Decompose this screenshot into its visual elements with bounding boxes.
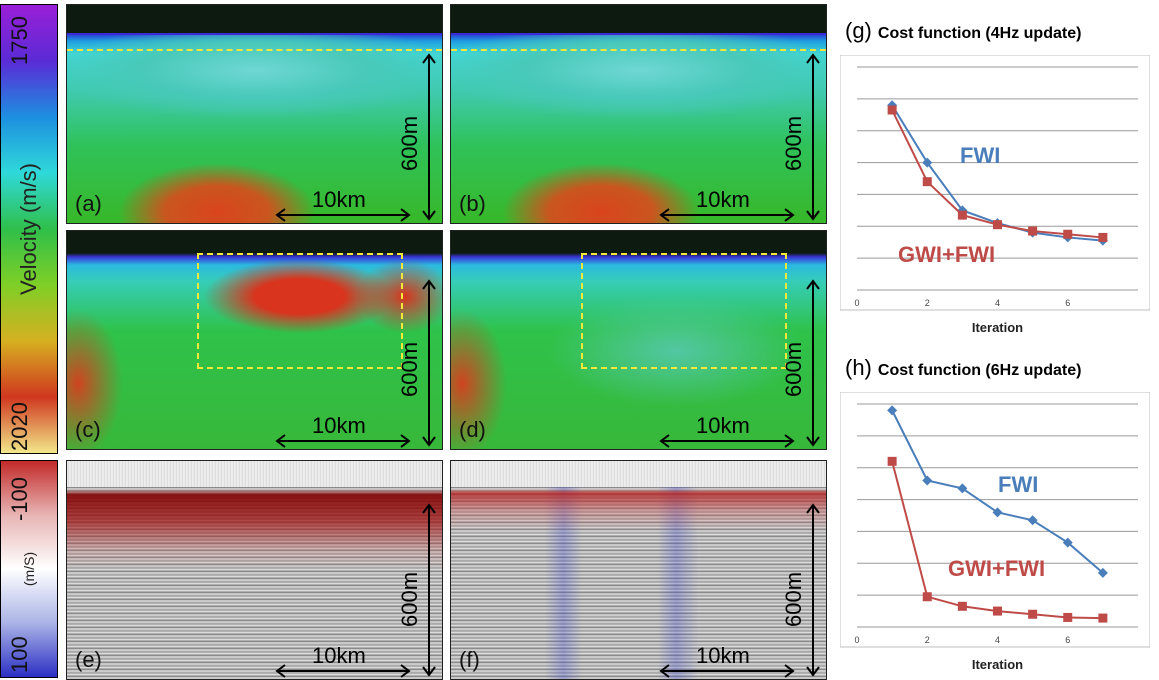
chart-g-title: (g) Cost function (4Hz update): [845, 18, 1082, 43]
panel-label: (e): [75, 647, 102, 672]
panel-d: (d) 10km 600m: [450, 230, 827, 450]
reference-line: [451, 49, 826, 51]
panel-f: (f) 10km 600m: [450, 460, 827, 680]
x-tick-label: 2: [925, 635, 930, 645]
plot-frame: [840, 392, 1150, 648]
colorbar-max-label: 1750: [7, 16, 32, 65]
highlight-box: [197, 253, 403, 369]
data-point: [1028, 226, 1038, 236]
velocity-colorbar: 1750 Velocity (m/s) 2020: [0, 4, 58, 454]
x-tick-label: 6: [1065, 635, 1070, 645]
difference-colorbar: -100 (m/S) 100: [0, 460, 58, 678]
data-point: [887, 456, 897, 466]
data-point: [1027, 515, 1038, 526]
colorbar-min-label: 2020: [7, 402, 32, 451]
series-label: FWI: [998, 472, 1038, 497]
reference-line: [67, 49, 442, 51]
depth-scale-label: 600m: [781, 115, 806, 171]
data-point: [957, 601, 967, 611]
scale-arrows: [659, 53, 820, 222]
scale-arrows: [659, 279, 820, 448]
chart-g: 0 2 4 6 Iteration FWI GWI+FWI: [840, 55, 1150, 335]
depth-scale-label: 600m: [781, 341, 806, 397]
panel-e: (e) 10km 600m: [66, 460, 443, 680]
data-point: [993, 220, 1002, 230]
data-point: [1063, 229, 1073, 239]
colorbar-title: Velocity (m/s): [16, 162, 41, 296]
data-point: [922, 177, 932, 187]
panel-label: (d): [459, 417, 486, 442]
panel-a: (a) 10km 600m: [66, 4, 443, 224]
x-tick-label: 0: [854, 635, 859, 645]
scale-arrows: [275, 279, 436, 448]
scale-arrows: [275, 503, 436, 678]
x-tick-label: 0: [854, 298, 859, 308]
highlight-box: [581, 253, 787, 369]
data-point: [1098, 232, 1108, 242]
panel-label: (c): [75, 417, 101, 442]
data-point: [922, 592, 932, 602]
data-point: [887, 105, 897, 115]
data-point: [1063, 612, 1073, 622]
x-tick-label: 4: [995, 635, 1000, 645]
depth-scale-label: 600m: [397, 115, 422, 171]
scale-arrows: [659, 503, 820, 678]
data-point: [1097, 567, 1108, 578]
panel-label: (a): [75, 191, 102, 216]
x-axis-label: Iteration: [972, 320, 1023, 335]
data-point: [922, 475, 933, 486]
depth-scale-label: 600m: [397, 341, 422, 397]
data-point: [1098, 613, 1108, 623]
horizontal-scale-label: 10km: [312, 187, 366, 212]
series-label: GWI+FWI: [948, 556, 1045, 581]
panel-b: (b) 10km 600m: [450, 4, 827, 224]
horizontal-scale-label: 10km: [696, 413, 750, 438]
horizontal-scale-label: 10km: [312, 413, 366, 438]
depth-scale-label: 600m: [397, 571, 422, 627]
horizontal-scale-label: 10km: [312, 643, 366, 668]
data-point: [1028, 609, 1038, 619]
data-point: [922, 157, 933, 168]
series-label: FWI: [960, 143, 1000, 168]
diff-colorbar-bottom-label: 100: [7, 636, 32, 673]
diff-colorbar-top-label: -100: [7, 476, 32, 521]
panel-label: (f): [459, 647, 480, 672]
data-point: [957, 210, 967, 220]
panel-c: (c) 10km 600m: [66, 230, 443, 450]
data-point: [957, 483, 968, 494]
data-point: [887, 405, 898, 416]
panel-label: (b): [459, 191, 486, 216]
x-tick-label: 6: [1065, 298, 1070, 308]
x-tick-label: 4: [995, 298, 1000, 308]
horizontal-scale-label: 10km: [696, 187, 750, 212]
depth-scale-label: 600m: [781, 571, 806, 627]
data-point: [992, 507, 1003, 518]
plot-frame: [840, 55, 1150, 311]
diff-colorbar-title: (m/S): [21, 551, 37, 587]
data-point: [1062, 537, 1073, 548]
data-point: [993, 606, 1002, 616]
scale-arrows: [275, 53, 436, 222]
series-label: GWI+FWI: [898, 242, 995, 267]
chart-h-title: (h) Cost function (6Hz update): [845, 355, 1082, 380]
horizontal-scale-label: 10km: [696, 643, 750, 668]
x-axis-label: Iteration: [972, 657, 1023, 672]
x-tick-label: 2: [925, 298, 930, 308]
data-point: [887, 100, 898, 111]
chart-h: 0 2 4 6 Iteration FWI GWI+FWI: [840, 392, 1150, 672]
